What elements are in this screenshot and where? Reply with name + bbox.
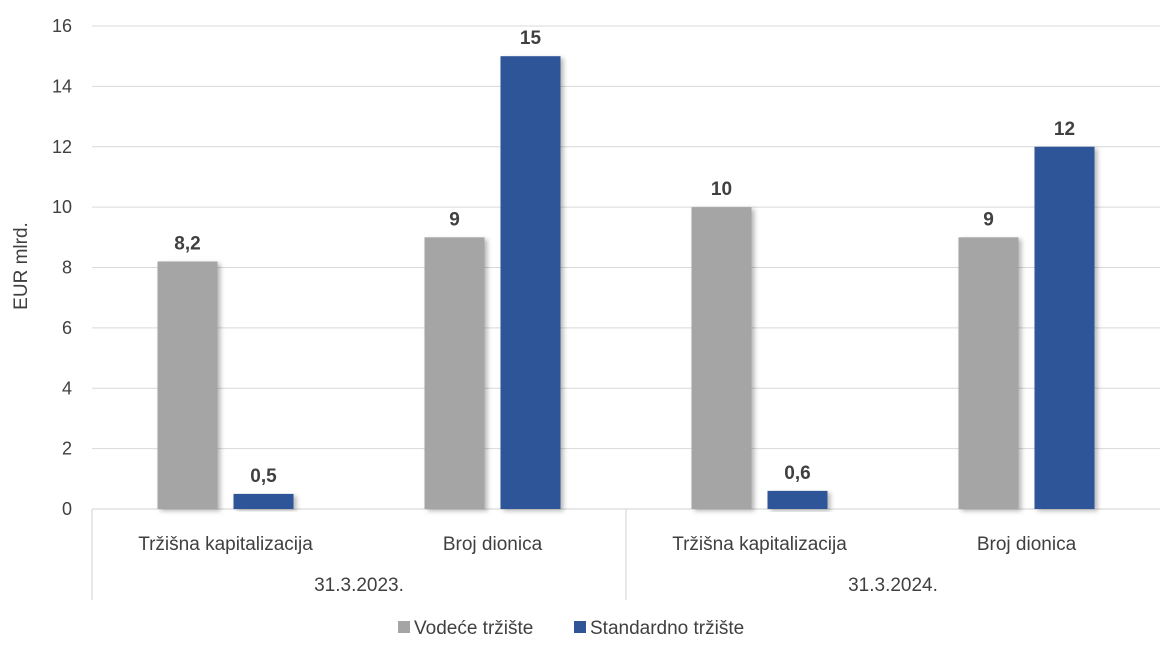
y-tick-label: 12 (52, 137, 72, 157)
bar (425, 237, 485, 509)
data-labels: 8,2 9 10 9 0,5 15 0,6 12 (174, 28, 1075, 487)
bar (692, 207, 752, 509)
bar (158, 261, 218, 509)
data-label: 12 (1054, 119, 1075, 140)
data-label: 10 (711, 179, 732, 200)
data-label: 15 (520, 28, 542, 49)
bars (158, 56, 1095, 509)
y-tick-label: 10 (52, 197, 72, 217)
y-tick-label: 4 (62, 378, 72, 398)
data-label: 9 (449, 209, 460, 230)
y-tick-label: 16 (52, 16, 72, 36)
y-tick-label: 8 (62, 258, 72, 278)
legend-label: Standardno tržište (590, 618, 744, 639)
bar (959, 237, 1019, 509)
legend-label: Vodeće tržište (414, 618, 533, 639)
x-category-label: Tržišna kapitalizacija (672, 534, 847, 555)
bar (768, 491, 828, 509)
y-tick-label: 0 (62, 499, 72, 519)
legend-swatch (574, 621, 586, 633)
bar (234, 494, 294, 509)
x-category-label: Broj dionica (977, 534, 1077, 555)
x-group-label: 31.3.2024. (848, 575, 938, 596)
x-category-label: Tržišna kapitalizacija (138, 534, 313, 555)
bar (1035, 147, 1095, 509)
data-label: 9 (983, 209, 994, 230)
legend: Vodeće tržište Standardno tržište (398, 618, 744, 639)
x-category-label: Broj dionica (443, 534, 543, 555)
y-tick-label: 2 (62, 439, 72, 459)
data-label: 0,5 (250, 466, 277, 487)
legend-swatch (398, 621, 410, 633)
x-group-label: 31.3.2023. (314, 575, 404, 596)
data-label: 0,6 (784, 463, 810, 484)
bar (501, 56, 561, 509)
y-tick-label: 6 (62, 318, 72, 338)
data-label: 8,2 (174, 233, 200, 254)
y-axis-title: EUR mlrd. (11, 222, 32, 310)
y-tick-label: 14 (52, 76, 72, 96)
